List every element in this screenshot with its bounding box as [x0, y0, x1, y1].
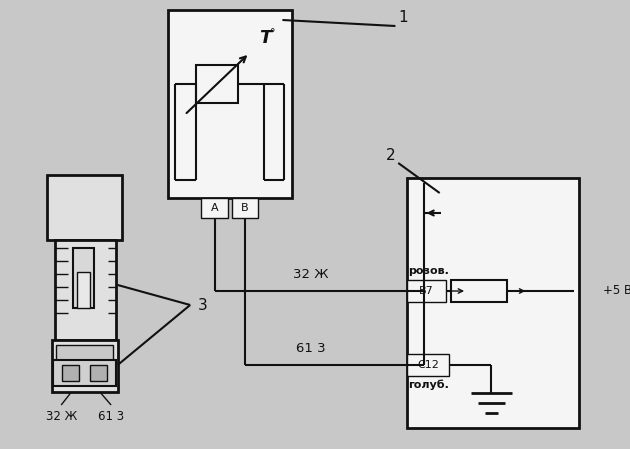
- Text: 2: 2: [386, 148, 396, 163]
- Text: 61 3: 61 3: [296, 342, 326, 355]
- Text: +5 В: +5 В: [602, 285, 630, 298]
- Bar: [451, 280, 507, 302]
- Text: B7: B7: [419, 286, 434, 296]
- Bar: [74, 248, 94, 308]
- Text: 32 Ж: 32 Ж: [45, 410, 77, 423]
- Bar: [55, 240, 116, 340]
- Text: 1: 1: [398, 10, 408, 26]
- Text: 32 Ж: 32 Ж: [293, 268, 328, 281]
- Bar: [90, 365, 107, 381]
- Bar: [47, 175, 122, 240]
- Bar: [407, 280, 446, 302]
- Bar: [168, 10, 292, 198]
- Text: B: B: [241, 203, 249, 213]
- Bar: [53, 360, 116, 386]
- Bar: [407, 354, 449, 376]
- Bar: [202, 198, 228, 218]
- Bar: [57, 345, 113, 365]
- Text: голуб.: голуб.: [409, 380, 449, 391]
- Bar: [52, 340, 118, 392]
- Bar: [62, 365, 79, 381]
- Text: °: °: [270, 28, 276, 38]
- Text: розов.: розов.: [409, 266, 449, 276]
- Text: 61 3: 61 3: [98, 410, 124, 423]
- Bar: [77, 272, 90, 308]
- Bar: [196, 65, 238, 103]
- Bar: [232, 198, 258, 218]
- Bar: [407, 178, 579, 428]
- Text: T: T: [260, 29, 272, 47]
- Text: C12: C12: [417, 360, 439, 370]
- Text: A: A: [211, 203, 219, 213]
- Text: 3: 3: [198, 298, 207, 313]
